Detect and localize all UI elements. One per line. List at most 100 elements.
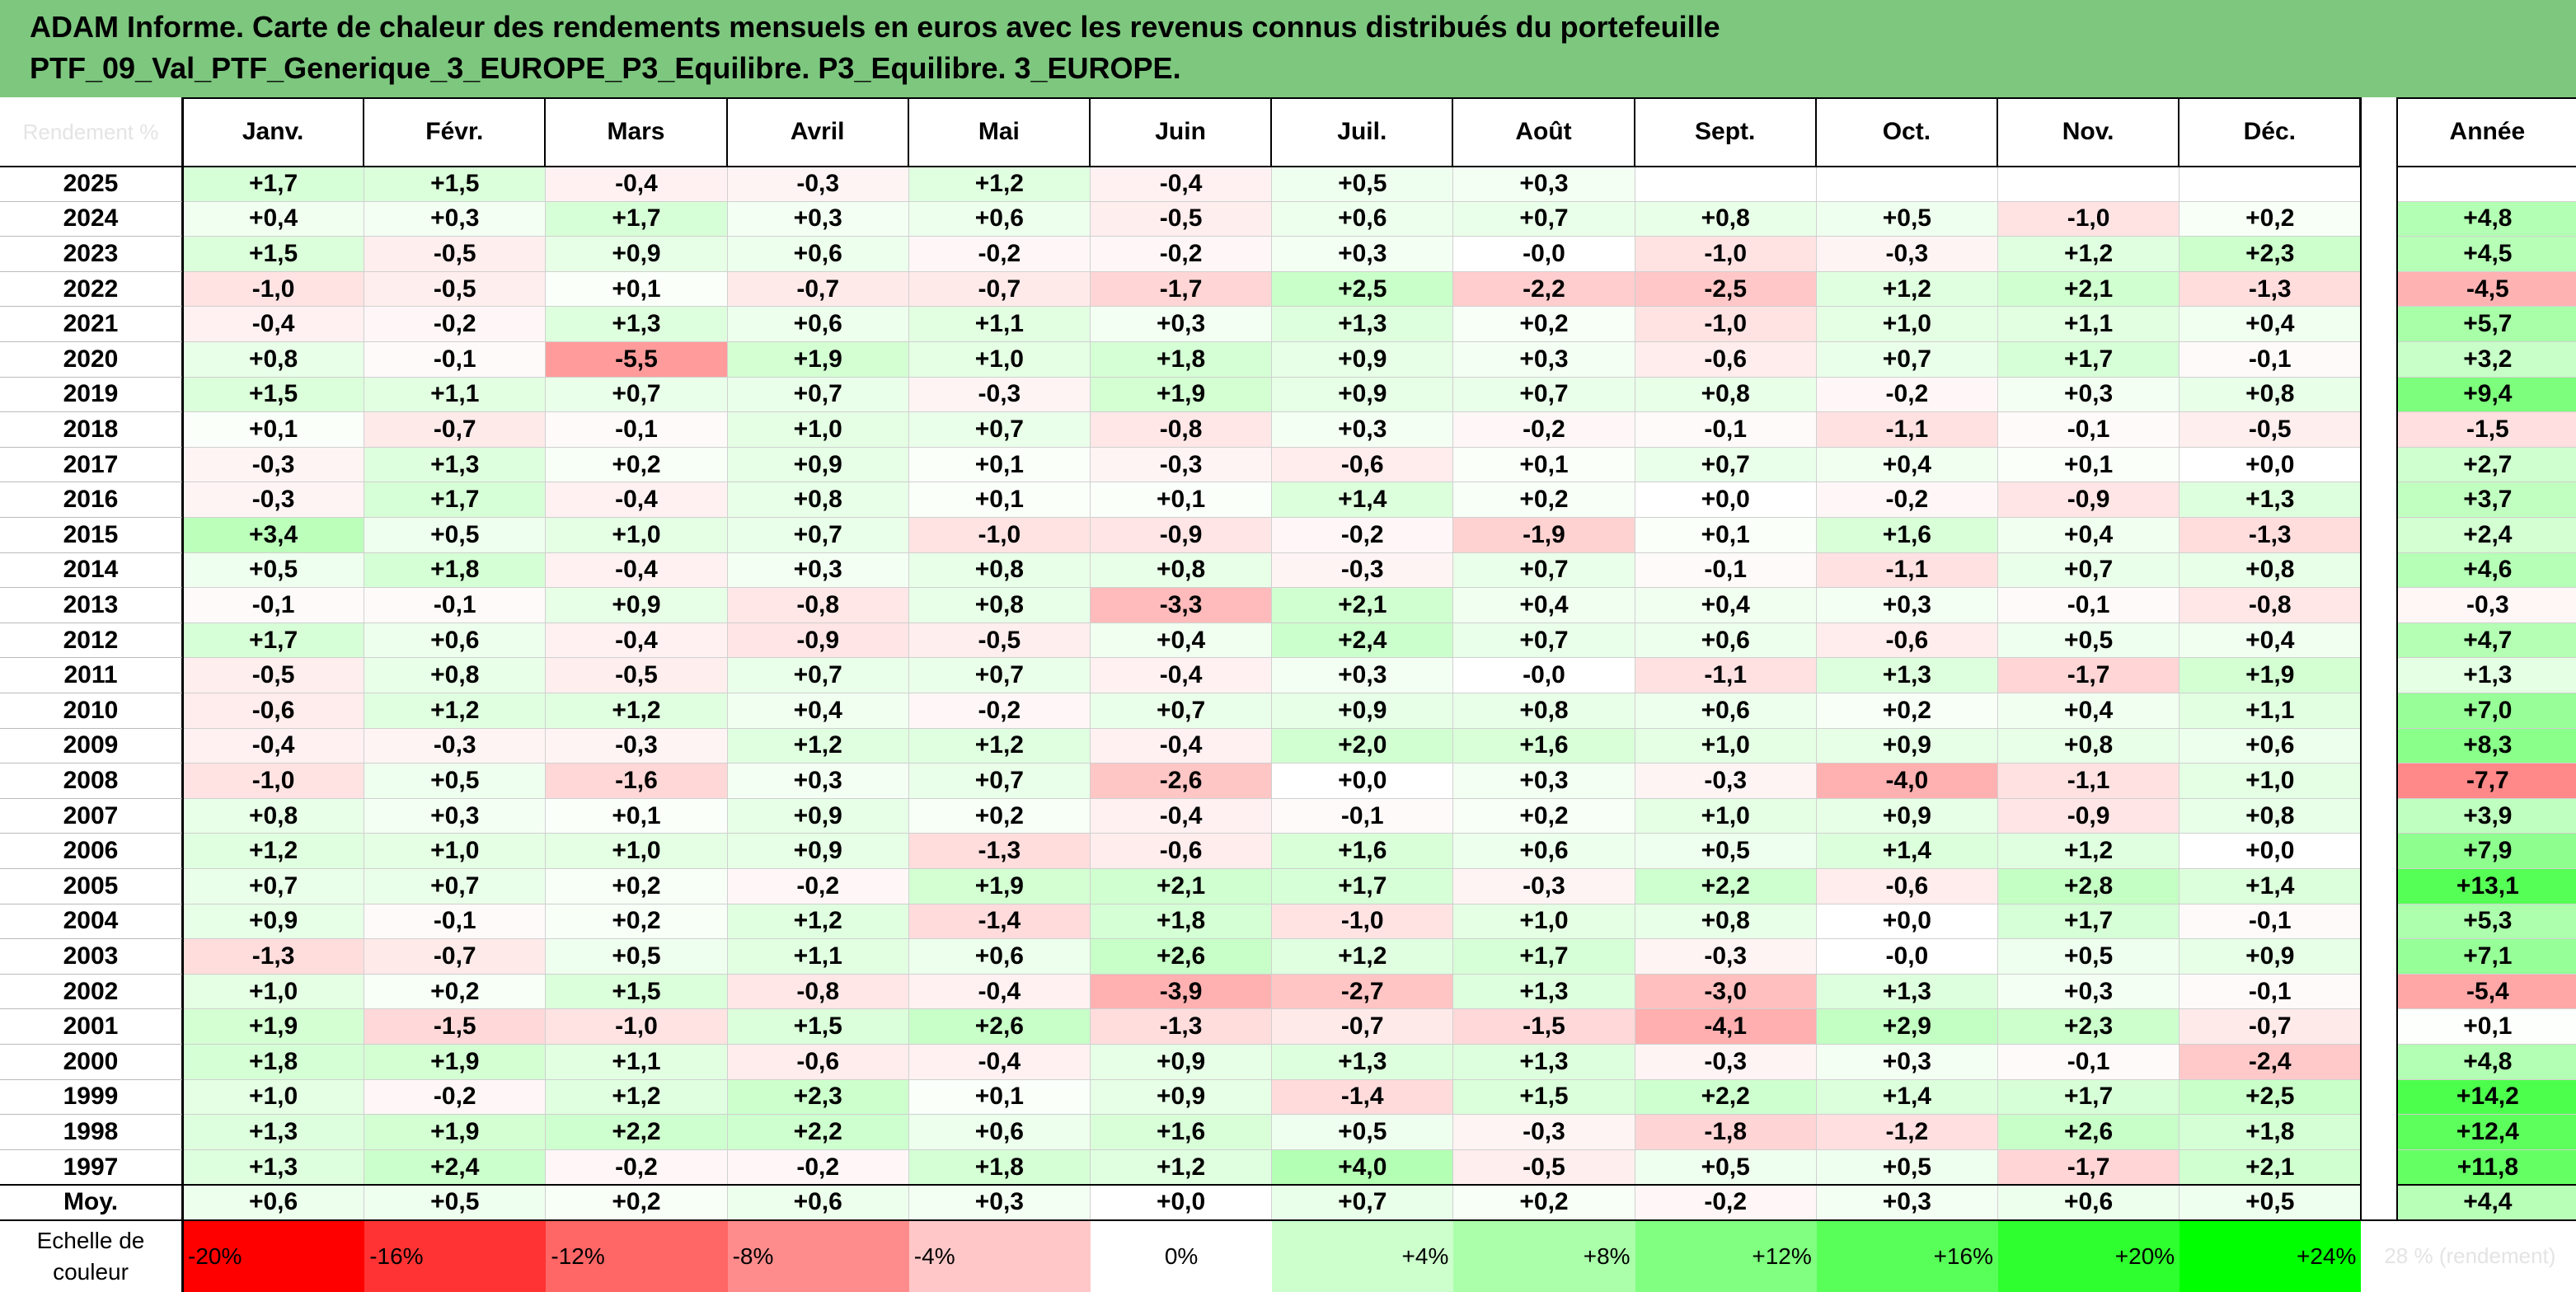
heatmap-cell: -0,2: [364, 307, 547, 342]
annual-cell: +3,2: [2397, 342, 2576, 378]
heatmap-cell: +2,1: [1272, 588, 1454, 623]
heatmap-cell: -0,7: [364, 939, 547, 975]
heatmap-cell: +1,9: [727, 342, 909, 378]
heatmap-cell: +0,2: [1453, 798, 1635, 834]
heatmap-cell: -0,6: [1091, 834, 1273, 869]
year-label: 2021: [0, 307, 183, 342]
annual-cell: +12,4: [2397, 1115, 2576, 1150]
heatmap-cell: -0,1: [1998, 588, 2180, 623]
heatmap-cell: +1,1: [908, 307, 1091, 342]
heatmap-cell: +1,1: [2180, 693, 2362, 729]
heatmap-cell: +2,3: [2180, 237, 2362, 272]
color-scale-stop: +4%: [1272, 1220, 1454, 1292]
heatmap-cell: -1,6: [546, 763, 728, 799]
heatmap-cell: -0,9: [1091, 518, 1273, 553]
heatmap-cell: +0,2: [546, 904, 728, 940]
heatmap-cell: -0,3: [1453, 869, 1635, 904]
year-label: 2020: [0, 342, 183, 378]
heatmap-cell: +1,8: [364, 552, 547, 589]
year-label: 2025: [0, 167, 183, 202]
heatmap-cell: -3,9: [1091, 974, 1273, 1010]
average-cell: -0,2: [1635, 1185, 1817, 1220]
heatmap-cell: -0,1: [546, 412, 728, 448]
month-header: Déc.: [2180, 97, 2362, 167]
annual-cell: -0,3: [2397, 588, 2576, 623]
heatmap-cell: +0,7: [364, 869, 547, 904]
heatmap-cell: +0,2: [908, 798, 1091, 834]
heatmap-cell: -1,1: [1816, 412, 1998, 448]
heatmap-cell: -0,4: [908, 1045, 1091, 1080]
table-border: [2360, 97, 2363, 1220]
heatmap-cell: +0,6: [727, 237, 909, 272]
heatmap-cell: +1,0: [546, 518, 728, 553]
corner-label: Rendement %: [0, 97, 183, 167]
month-header: Août: [1453, 97, 1635, 167]
heatmap-cell: +1,7: [546, 201, 728, 237]
heatmap-cell: +0,7: [546, 377, 728, 413]
heatmap-cell: -1,7: [1091, 271, 1273, 308]
heatmap-cell: +1,6: [1453, 728, 1635, 764]
heatmap-cell: +1,2: [546, 693, 728, 729]
heatmap-cell: +0,6: [1272, 201, 1454, 237]
heatmap-cell: +1,5: [546, 974, 728, 1010]
heatmap-cell: +0,3: [1272, 412, 1454, 448]
heatmap-cell: -1,3: [1091, 1009, 1273, 1045]
year-label: 2018: [0, 412, 183, 448]
heatmap-cell: +2,1: [1091, 869, 1273, 904]
heatmap-cell: +1,0: [183, 1079, 365, 1116]
heatmap-cell: -0,6: [1272, 447, 1454, 483]
month-header: Mars: [546, 97, 728, 167]
table-border: [2397, 166, 2576, 167]
heatmap-cell: +0,8: [908, 588, 1091, 623]
average-cell: +0,6: [183, 1185, 365, 1220]
heatmap-cell: +1,7: [1272, 869, 1454, 904]
month-header: Avril: [727, 97, 909, 167]
heatmap-cell: +2,2: [546, 1115, 728, 1150]
heatmap-cell: +1,3: [1272, 1045, 1454, 1080]
heatmap-cell: +1,3: [2180, 482, 2362, 518]
heatmap-cell: +0,6: [1453, 834, 1635, 869]
heatmap-cell: +0,8: [1091, 552, 1273, 589]
heatmap-cell: +2,3: [727, 1079, 909, 1116]
annual-cell: +0,1: [2397, 1009, 2576, 1045]
heatmap-cell: +1,3: [546, 307, 728, 342]
heatmap-cell: +1,1: [546, 1045, 728, 1080]
heatmap-cell: [1816, 167, 1998, 202]
heatmap-cell: -0,4: [1091, 167, 1273, 202]
heatmap-cell: +0,4: [183, 201, 365, 237]
heatmap-cell: -0,4: [546, 482, 728, 518]
heatmap-cell: +2,6: [1998, 1115, 2180, 1150]
heatmap-cell: +0,3: [1998, 974, 2180, 1010]
heatmap-cell: +1,2: [1091, 1149, 1273, 1186]
average-cell: +0,5: [2180, 1185, 2362, 1220]
heatmap-cell: +0,8: [1453, 693, 1635, 729]
table-border: [2397, 1184, 2576, 1186]
heatmap-cell: +0,5: [364, 763, 547, 799]
heatmap-cell: +0,8: [2180, 552, 2362, 589]
heatmap-cell: +0,0: [2180, 834, 2362, 869]
color-scale-stop: -20%: [183, 1220, 365, 1292]
heatmap-cell: +1,7: [364, 482, 547, 518]
heatmap-cell: -0,5: [1453, 1149, 1635, 1186]
heatmap-cell: +1,8: [908, 1149, 1091, 1186]
heatmap-cell: +1,9: [1091, 377, 1273, 413]
heatmap-cell: +0,7: [1816, 342, 1998, 378]
year-label: 2007: [0, 798, 183, 834]
heatmap-cell: -0,3: [1091, 447, 1273, 483]
heatmap-cell: +1,9: [908, 869, 1091, 904]
annual-cell: -7,7: [2397, 763, 2576, 799]
color-scale-stop: 0%: [1091, 1220, 1273, 1292]
heatmap-cell: +2,8: [1998, 869, 2180, 904]
heatmap-cell: +1,2: [908, 728, 1091, 764]
heatmap-cell: -1,0: [1998, 201, 2180, 237]
heatmap-cell: -0,4: [1091, 658, 1273, 693]
heatmap-cell: -0,6: [727, 1045, 909, 1080]
heatmap-cell: +0,7: [908, 412, 1091, 448]
heatmap-cell: +0,9: [1272, 342, 1454, 378]
heatmap-cell: -0,1: [1635, 552, 1817, 589]
table-border: [0, 166, 2362, 167]
heatmap-cell: -0,4: [546, 623, 728, 659]
heatmap-cell: +2,4: [1272, 623, 1454, 659]
table-border: [0, 1184, 2362, 1186]
annual-cell: +5,3: [2397, 904, 2576, 940]
